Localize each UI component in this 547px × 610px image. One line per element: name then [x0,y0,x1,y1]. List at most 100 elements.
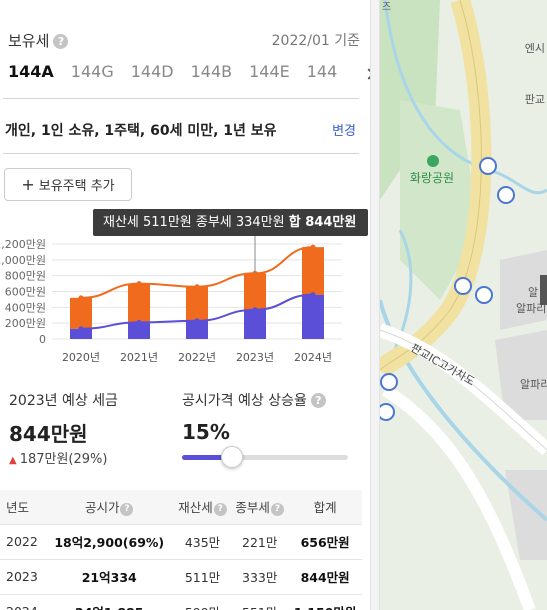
data-point-lower [252,307,258,313]
panel-title: 보유세? [8,30,69,51]
map-label-top-left: 즈 [382,2,391,13]
cell-price: 21억334 [44,558,174,594]
tab-144a[interactable]: 144A [8,62,54,81]
up-triangle-icon: ▲ [9,455,17,466]
map-road-edge [380,329,547,451]
help-icon[interactable]: ? [120,503,134,517]
help-icon[interactable]: ? [310,393,326,408]
map-label-top-right: 엔시 [525,42,545,55]
data-point-upper [310,244,316,250]
y-tick-label: 600만원 [5,286,46,299]
bus-stop-icon[interactable] [479,157,497,175]
bar-segment-lower [302,294,324,339]
panel-scrollbar[interactable] [370,0,380,610]
bus-stop-icon[interactable] [475,286,493,304]
data-point-lower [310,292,316,298]
cell-total: 844만원 [288,558,362,594]
help-icon[interactable]: ? [270,503,284,517]
bar-segment-lower [70,328,92,339]
bar-segment-upper [70,297,92,329]
map-highway-edge [380,0,482,371]
tooltip-breakdown: 재산세 511만원 종부세 334만원 [103,215,289,230]
bus-stop-icon[interactable] [380,373,398,391]
cell-year: 2023 [0,558,45,594]
unit-type-tabs: 144A 144G 144D 144B 144E 144 [8,62,358,86]
reference-date: 2022/01 기준 [271,33,360,49]
estimate-label: 2023년 예상 세금 [9,393,118,409]
panel-title-text: 보유세 [8,32,50,50]
x-tick-label: 2020년 [62,351,100,364]
bus-stop-icon[interactable] [497,186,515,204]
col-property-tax: 재산세? [173,490,232,524]
tab-144b[interactable]: 144B [190,62,233,81]
park-icon [427,155,439,167]
col-comprehensive-tax-label: 종부세 [235,500,270,516]
col-comprehensive-tax: 종부세? [231,490,289,524]
tooltip-total: 합 844만원 [288,215,357,230]
map-stream [383,0,547,195]
tax-table: 년도 공시가? 재산세? 종부세? 합계 2022 18억2,900(69%) … [0,490,362,610]
cell-property-tax: 599만 [173,593,232,610]
y-tick-label: 800만원 [5,270,46,283]
map-road [381,384,536,610]
bar-segment-lower [186,320,208,339]
col-price: 공시가? [44,490,174,524]
map-apartment-block [495,330,547,420]
help-icon[interactable]: ? [53,34,69,49]
cell-total: 656만원 [288,523,362,559]
map-side-tab[interactable] [540,275,547,305]
map-view[interactable]: 화랑공원 엔시 판교 알 알파리 알파리 즈 판교IC고가차도 [380,0,547,610]
bar-segment-lower [244,309,266,339]
panel-header: 보유세? 2022/01 기준 [8,30,360,52]
data-point-upper [136,281,142,287]
table-row: 2022 18억2,900(69%) 435만 221만 656만원 [0,523,362,559]
x-tick-label: 2022년 [178,351,216,364]
bus-stop-icon[interactable] [454,277,472,295]
map-apartment-block [500,250,547,330]
help-icon[interactable]: ? [213,503,227,517]
tax-panel: 보유세? 2022/01 기준 144A 144G 144D 144B 144E 144 … [0,30,370,610]
tab-144d[interactable]: 144D [130,62,174,81]
bar-segment-upper [302,247,324,295]
data-point-lower [194,318,200,324]
rate-label-text: 공시가격 예상 상승율 [182,393,307,409]
tab-144g[interactable]: 144G [70,62,114,81]
cell-comprehensive-tax: 221만 [231,523,289,559]
change-condition-link[interactable]: 변경 [332,124,356,139]
rate-slider-thumb[interactable] [220,446,243,468]
data-point-lower [78,326,84,332]
tabs-divider [3,98,359,99]
add-house-button[interactable]: + 보유주택 추가 [4,168,132,201]
y-tick-label: 1,000만원 [0,254,46,267]
cell-year: 2022 [0,523,45,559]
rate-slider[interactable] [182,446,348,468]
cell-comprehensive-tax: 551만 [231,593,289,610]
tax-chart: 0 200만원 400만원 600만원 800만원 1,000만원 1,200만원 2020년… [0,236,342,364]
map-green-area [400,100,480,300]
tab-144e[interactable]: 144E [249,62,290,81]
bar-segment-upper [186,286,208,321]
map-label-apt: 알파리 [516,301,546,315]
cell-total: 1,150만원 [288,593,362,610]
x-tick-label: 2021년 [120,351,158,364]
estimate-value: 844만원 [9,422,88,446]
bar-segment-lower [128,322,150,339]
y-tick-label: 400만원 [5,301,46,314]
cell-price: 18억2,900(69%) [44,523,174,559]
tab-144-partial[interactable]: 144 [306,62,338,81]
bus-stop-icon[interactable] [380,403,395,421]
bar-segment-upper [244,273,266,310]
cell-property-tax: 435만 [173,523,232,559]
table-row: 2024 24억1,885 599만 551만 1,150만원 [0,593,362,610]
x-tick-label: 2023년 [236,351,274,364]
chevron-right-icon[interactable] [363,68,370,80]
cell-comprehensive-tax: 333만 [231,558,289,594]
rate-value: 15% [182,420,230,444]
map-label-apt: 알 [528,285,538,299]
ownership-condition: 개인, 1인 소유, 1주택, 60세 미만, 1년 보유 [5,123,277,139]
chart-tooltip: 재산세 511만원 종부세 334만원 합 844만원 [93,209,368,236]
x-tick-label: 2024년 [294,351,332,364]
y-tick-label: 0 [39,333,46,346]
map-label-apt: 알파리 [520,377,547,391]
add-house-label: 보유주택 추가 [38,179,115,194]
